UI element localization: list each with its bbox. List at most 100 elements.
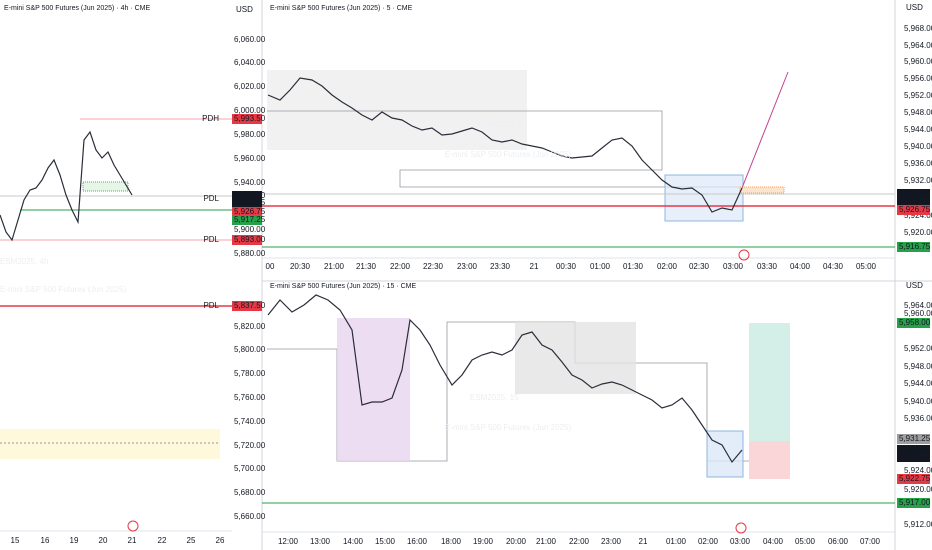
time-label: 23:00 (601, 537, 622, 546)
projection-line (741, 71, 789, 189)
zone (664, 174, 744, 222)
time-label: 02:30 (689, 262, 710, 271)
price-path (267, 77, 743, 213)
time-label: 16:00 (407, 537, 428, 546)
price-label: 6,040.00 (234, 58, 266, 67)
price-label: 5,660.00 (234, 512, 266, 521)
time-label: 04:00 (790, 262, 811, 271)
time-label: 20 (99, 536, 108, 545)
time-label: 01:00 (590, 262, 611, 271)
price-label: 6,000.00 (234, 106, 266, 115)
level-label: PDL (203, 235, 219, 244)
time-label: 01:30 (623, 262, 644, 271)
time-label: 00:30 (556, 262, 577, 271)
axis-unit: USD (236, 5, 253, 14)
price-badge: 5,958.00 (899, 318, 931, 327)
price-badge: 5,926.75 (899, 205, 931, 214)
price-badge-bg (897, 196, 930, 206)
price-label: 5,948.00 (904, 362, 932, 371)
time-label: 03:00 (730, 537, 751, 546)
price-badge: 5,929.50 (899, 189, 931, 198)
time-label: 25 (187, 536, 196, 545)
price-badge-bg (897, 474, 930, 484)
price-label: 5,948.00 (904, 108, 932, 117)
watermark-subtitle: E-mini S&P 500 Futures (Jun 2025) (445, 423, 571, 432)
watermark: ESM2025, 4h (0, 257, 48, 266)
price-label: 5,880.00 (234, 249, 266, 258)
price-badge-bg (232, 207, 262, 217)
price-label: 5,924.00 (904, 466, 932, 475)
zone (82, 181, 129, 192)
price-label: 6,020.00 (234, 82, 266, 91)
time-label: 19:00 (473, 537, 494, 546)
time-label: 21:00 (324, 262, 345, 271)
price-label: 5,936.00 (904, 159, 932, 168)
level-label: PDL (203, 301, 219, 310)
time-label: 05:00 (795, 537, 816, 546)
price-badge: 5,917.00 (899, 498, 931, 507)
chart-title: E-mini S&P 500 Futures (Jun 2025) · 15 ·… (270, 283, 416, 290)
zone (515, 322, 636, 394)
time-label: 07:00 (860, 537, 881, 546)
price-badge-bg (232, 114, 262, 124)
time-label: 20:30 (290, 262, 311, 271)
price-label: 5,936.00 (904, 414, 932, 423)
price-label: 5,760.00 (234, 393, 266, 402)
time-label: 06:00 (828, 537, 849, 546)
time-label: 23:30 (490, 262, 511, 271)
price-label: 5,960.00 (904, 309, 932, 318)
event-icon (127, 520, 139, 532)
price-label: 5,680.00 (234, 488, 266, 497)
time-label: 02:00 (698, 537, 719, 546)
watermark: ESM2025, 15 (470, 393, 519, 402)
time-label: 22:30 (423, 262, 444, 271)
price-label: 5,960.00 (234, 154, 266, 163)
price-label: 5,940.00 (234, 178, 266, 187)
watermark-subtitle: E-mini S&P 500 Futures (Jun 2025) (445, 150, 571, 159)
price-label: 5,980.00 (234, 130, 266, 139)
price-badge: 5,916.75 (899, 242, 931, 251)
price-badge: 5,931.25 (899, 434, 931, 443)
time-label: 21 (639, 537, 648, 546)
price-badge-bg (897, 452, 930, 462)
price-label: 5,944.00 (904, 379, 932, 388)
price-label: 5,932.00 (904, 176, 932, 185)
price-path (267, 294, 743, 464)
price-label: 5,952.00 (904, 91, 932, 100)
time-label: 26 (216, 536, 225, 545)
price-badge-bg (897, 318, 930, 328)
zone (267, 70, 527, 150)
price-badge: 02:45:15 (234, 198, 266, 207)
event-icon (738, 249, 750, 261)
price-label: 5,780.00 (234, 369, 266, 378)
level-label: PDH (202, 114, 219, 123)
price-badge: 5,926.75 (234, 207, 266, 216)
price-badge-bg (232, 215, 262, 225)
time-label: 21 (530, 262, 539, 271)
price-badge: 5,929.50 (899, 445, 931, 454)
time-label: 20:00 (506, 537, 527, 546)
time-label: 13:00 (310, 537, 331, 546)
time-label: 21:00 (536, 537, 557, 546)
watermark-subtitle: E-mini S&P 500 Futures (Jun 2025) (0, 285, 126, 294)
zone (337, 318, 410, 461)
time-label: 18:00 (441, 537, 462, 546)
structure-line (267, 110, 740, 188)
zone (706, 430, 744, 478)
time-label: 22 (158, 536, 167, 545)
price-label: 5,956.00 (904, 74, 932, 83)
time-label: 15 (11, 536, 20, 545)
price-label: 5,940.00 (904, 397, 932, 406)
price-badge: 5,837.50 (234, 301, 266, 310)
price-label: 5,964.00 (904, 301, 932, 310)
price-badge: 5,929.50 (234, 191, 266, 200)
price-label: 5,920.00 (904, 485, 932, 494)
price-label: 5,960.00 (904, 57, 932, 66)
axis-unit: USD (906, 281, 923, 290)
price-label: 5,820.00 (234, 322, 266, 331)
time-label: 02:00 (657, 262, 678, 271)
price-label: 5,900.00 (234, 225, 266, 234)
price-label: 5,700.00 (234, 464, 266, 473)
time-label: 22:00 (390, 262, 411, 271)
price-badge: 00:15 (899, 196, 920, 205)
